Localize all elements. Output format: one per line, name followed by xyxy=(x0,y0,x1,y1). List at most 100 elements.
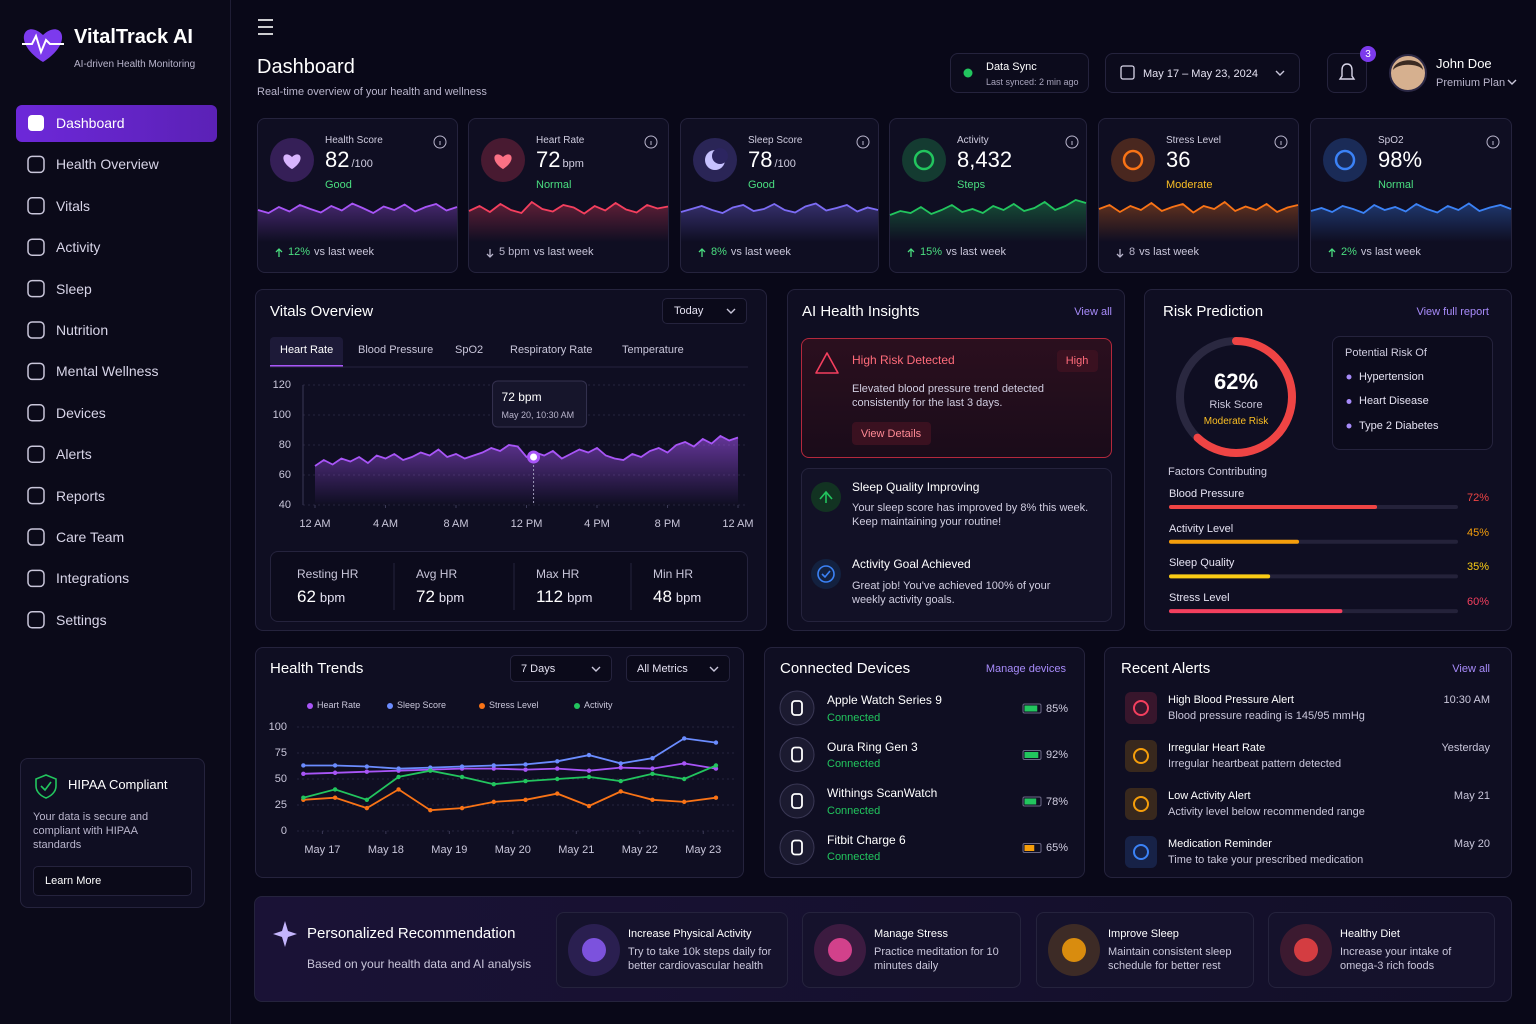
nav-item[interactable]: Integrations xyxy=(56,570,130,587)
nav-item[interactable]: Sleep xyxy=(56,280,92,297)
y-tick-label: 120 xyxy=(272,378,291,391)
gauge-value: 62% xyxy=(1213,368,1259,394)
rec-icon xyxy=(828,938,852,962)
bell-button[interactable] xyxy=(1327,53,1367,93)
nav-item[interactable]: Alerts xyxy=(56,446,92,463)
calendar-icon xyxy=(1120,65,1135,80)
alert-title: Irregular Heart Rate xyxy=(1168,741,1266,754)
filter-label[interactable]: 7 Days xyxy=(521,662,556,675)
x-tick-label: May 23 xyxy=(685,843,722,856)
rec-text: Try to take 10k steps daily for better c… xyxy=(628,945,772,973)
battery-label: 78% xyxy=(1045,795,1068,808)
info-icon xyxy=(856,135,870,149)
sparkline-area xyxy=(469,202,668,242)
nav-icon xyxy=(27,321,45,339)
card-label: Stress Level xyxy=(1166,134,1222,146)
nav-item[interactable]: Activity xyxy=(56,239,101,256)
rec-title: Increase Physical Activity xyxy=(628,927,752,940)
nav-item[interactable]: Reports xyxy=(56,487,106,504)
factor-value: 60% xyxy=(1466,595,1489,608)
card-label: Sleep Score xyxy=(748,134,803,146)
rec-icon xyxy=(1294,938,1318,962)
y-tick-label: 25 xyxy=(274,798,287,811)
card-value: 72 bpm xyxy=(536,149,584,171)
alert-text: Activity level below recommended range xyxy=(1168,805,1365,818)
filter-label[interactable]: All Metrics xyxy=(637,662,688,675)
nav-item[interactable]: Health Overview xyxy=(56,156,159,173)
tab[interactable]: Heart Rate xyxy=(280,343,334,356)
nav-item[interactable]: Devices xyxy=(56,404,106,421)
nav-item[interactable]: Nutrition xyxy=(56,321,109,338)
nav-item[interactable]: Vitals xyxy=(56,197,90,214)
trend-point xyxy=(491,782,496,787)
legend-dot xyxy=(479,703,485,709)
card-value-number: 98% xyxy=(1378,147,1423,172)
nav-item[interactable]: Mental Wellness xyxy=(56,363,159,380)
tab[interactable]: SpO2 xyxy=(455,343,484,356)
insights-link[interactable]: View all xyxy=(1074,305,1112,318)
info-icon xyxy=(1065,135,1079,149)
devices-link[interactable]: Manage devices xyxy=(985,662,1066,675)
x-tick-label: May 19 xyxy=(431,843,468,856)
metric-dropdown[interactable] xyxy=(626,655,730,682)
change-value: 8% xyxy=(711,246,727,258)
insight-text: Great job! You've achieved 100% of your … xyxy=(852,579,1051,607)
learn-more-button[interactable] xyxy=(33,866,192,896)
tab[interactable]: Temperature xyxy=(622,343,684,356)
range-dropdown[interactable] xyxy=(510,655,612,682)
learn-more-label[interactable]: Learn More xyxy=(45,874,102,887)
bullet xyxy=(1346,399,1352,404)
alerts-link[interactable]: View all xyxy=(1452,662,1490,675)
nav-item[interactable]: Care Team xyxy=(56,528,125,545)
trend-point xyxy=(523,767,528,772)
card-change: 8 vs last week xyxy=(1129,246,1199,258)
trend-point xyxy=(618,765,623,770)
factors-title: Factors Contributing xyxy=(1168,465,1268,478)
rec-text: Maintain consistent sleep schedule for b… xyxy=(1108,945,1232,973)
sparkline xyxy=(1310,202,1512,215)
device-icon-bg xyxy=(779,737,815,772)
metric-card xyxy=(468,118,669,273)
nav-icon xyxy=(27,362,45,381)
trend-point xyxy=(650,766,655,771)
x-tick-label: 4 AM xyxy=(372,517,399,530)
trend-line xyxy=(303,764,717,801)
factor-bar xyxy=(1169,505,1378,509)
sparkline-area xyxy=(890,200,1086,242)
trend-point xyxy=(713,766,719,771)
stat-label: Min HR xyxy=(653,567,694,582)
trend-point xyxy=(713,795,719,800)
insight-button[interactable]: View Details xyxy=(860,427,922,440)
period-label[interactable]: Today xyxy=(674,304,704,317)
insight-text: Elevated blood pressure trend detected c… xyxy=(852,382,1045,410)
tab[interactable]: Respiratory Rate xyxy=(510,343,593,356)
tab[interactable]: Blood Pressure xyxy=(358,343,434,356)
tooltip-time: May 20, 10:30 AM xyxy=(501,410,575,421)
x-tick-label: 8 PM xyxy=(654,517,681,530)
change-note: vs last week xyxy=(946,246,1006,258)
date-picker[interactable] xyxy=(1105,53,1300,93)
nav-icon xyxy=(27,238,45,256)
legend-label: Activity xyxy=(584,700,613,711)
gauge-level: Moderate Risk xyxy=(1203,415,1269,427)
legend-dot xyxy=(387,703,393,709)
nav-icon xyxy=(27,486,45,505)
rec-text: Practice meditation for 10 minutes daily xyxy=(874,945,999,973)
stat-unit: bpm xyxy=(319,590,346,605)
device-icon-bg xyxy=(779,830,815,865)
device-name: Withings ScanWatch xyxy=(827,786,938,801)
avatar-hair xyxy=(1393,60,1423,70)
card-value-number: 78 xyxy=(748,147,773,172)
metric-card xyxy=(680,118,879,273)
brand-tagline: AI-driven Health Monitoring xyxy=(74,58,196,70)
view-details-button[interactable] xyxy=(852,422,931,445)
card-value-number: 36 xyxy=(1166,147,1191,172)
card-icon-bg xyxy=(1111,138,1155,182)
battery-level xyxy=(1024,752,1039,758)
risk-link[interactable]: View full report xyxy=(1416,305,1489,318)
nav-active[interactable] xyxy=(16,105,217,142)
nav-item[interactable]: Settings xyxy=(56,611,107,628)
insight-title: High Risk Detected xyxy=(852,353,955,368)
battery-level xyxy=(1024,845,1035,851)
nav-item[interactable]: Dashboard xyxy=(56,114,125,131)
